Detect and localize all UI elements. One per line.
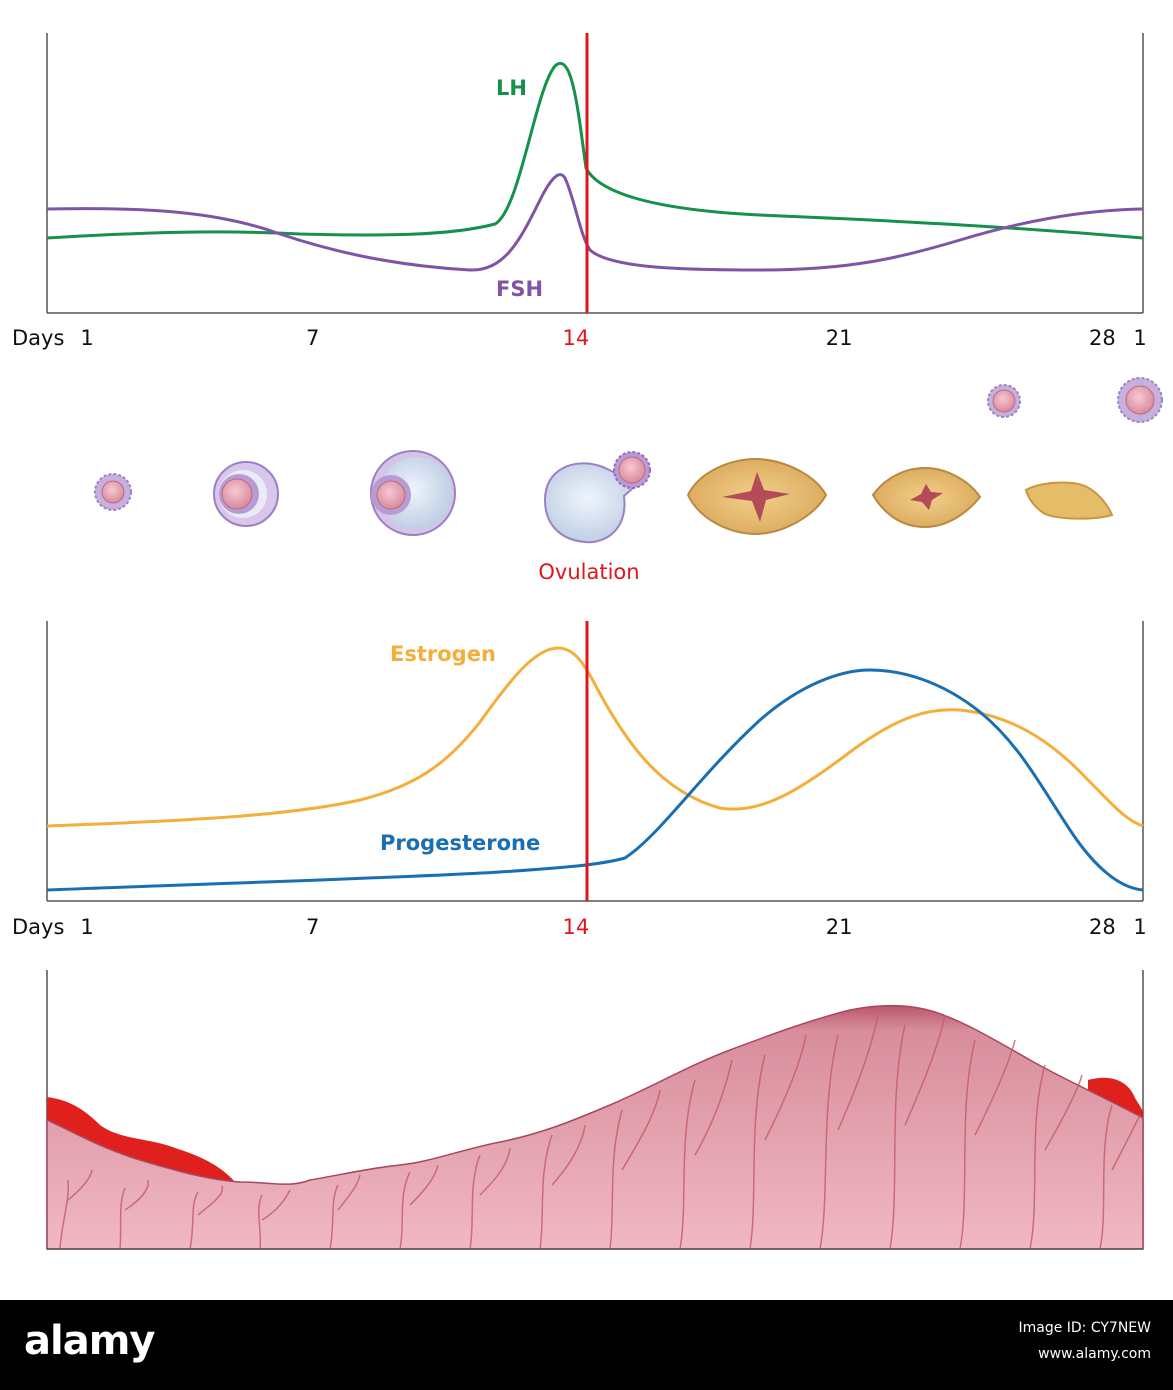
top-day-axis: Days 1 7 14 21 28 1 xyxy=(12,326,1147,350)
watermark-footer: alamy Image ID: CY7NEW www.alamy.com xyxy=(0,1300,1173,1390)
estrogen-curve xyxy=(46,646,1144,828)
axis-tick-day-28: 28 xyxy=(1089,915,1116,939)
watermark-site: www.alamy.com xyxy=(1038,1346,1151,1362)
axis-days-label: Days xyxy=(12,915,64,939)
endometrium-panel xyxy=(46,970,1144,1250)
released-egg-icon xyxy=(1117,377,1163,423)
gonadotropin-chart: LH FSH Days 1 7 14 21 28 1 xyxy=(12,33,1147,350)
corpus-albicans-icon xyxy=(1024,481,1114,520)
endometrial-lining xyxy=(46,1005,1144,1250)
axis-tick-day-14: 14 xyxy=(563,915,590,939)
ovulating-follicle-icon xyxy=(543,451,651,544)
regressing-corpus-luteum-icon xyxy=(871,466,982,529)
endometrial-vessels xyxy=(59,1014,1141,1250)
released-egg-icon xyxy=(987,384,1021,418)
watermark-image-id: Image ID: CY7NEW xyxy=(1018,1320,1151,1336)
primordial-follicle-icon xyxy=(94,473,132,511)
axis-tick-day-1: 1 xyxy=(80,915,93,939)
middle-day-axis: Days 1 7 14 21 28 1 xyxy=(12,915,1147,939)
ovarian-hormone-chart: Estrogen Progesterone Days 1 7 14 21 28 1 xyxy=(12,621,1147,939)
axis-tick-day-7: 7 xyxy=(306,915,319,939)
axis-tick-day-1: 1 xyxy=(80,326,93,350)
secondary-follicle-icon xyxy=(370,450,456,536)
axis-days-label: Days xyxy=(12,326,64,350)
estrogen-label: Estrogen xyxy=(390,642,496,666)
fsh-label: FSH xyxy=(496,277,543,301)
primary-follicle-icon xyxy=(213,461,279,527)
fsh-curve xyxy=(46,173,1144,272)
axis-tick-day-28: 28 xyxy=(1089,326,1116,350)
axis-tick-day-1: 1 xyxy=(1133,915,1146,939)
progesterone-curve xyxy=(46,668,1144,892)
menstrual-blood-layer xyxy=(47,1097,235,1190)
ovulation-label: Ovulation xyxy=(538,560,639,584)
axis-tick-day-21: 21 xyxy=(826,915,853,939)
axis-tick-day-7: 7 xyxy=(306,326,319,350)
axis-tick-day-1: 1 xyxy=(1133,326,1146,350)
progesterone-label: Progesterone xyxy=(380,831,540,855)
axis-tick-day-14: 14 xyxy=(563,326,590,350)
follicle-stages xyxy=(94,377,1163,544)
corpus-luteum-icon xyxy=(686,457,828,536)
lh-curve xyxy=(46,62,1144,240)
lh-label: LH xyxy=(496,76,527,100)
watermark-logo: alamy xyxy=(24,1318,155,1364)
axis-tick-day-21: 21 xyxy=(826,326,853,350)
